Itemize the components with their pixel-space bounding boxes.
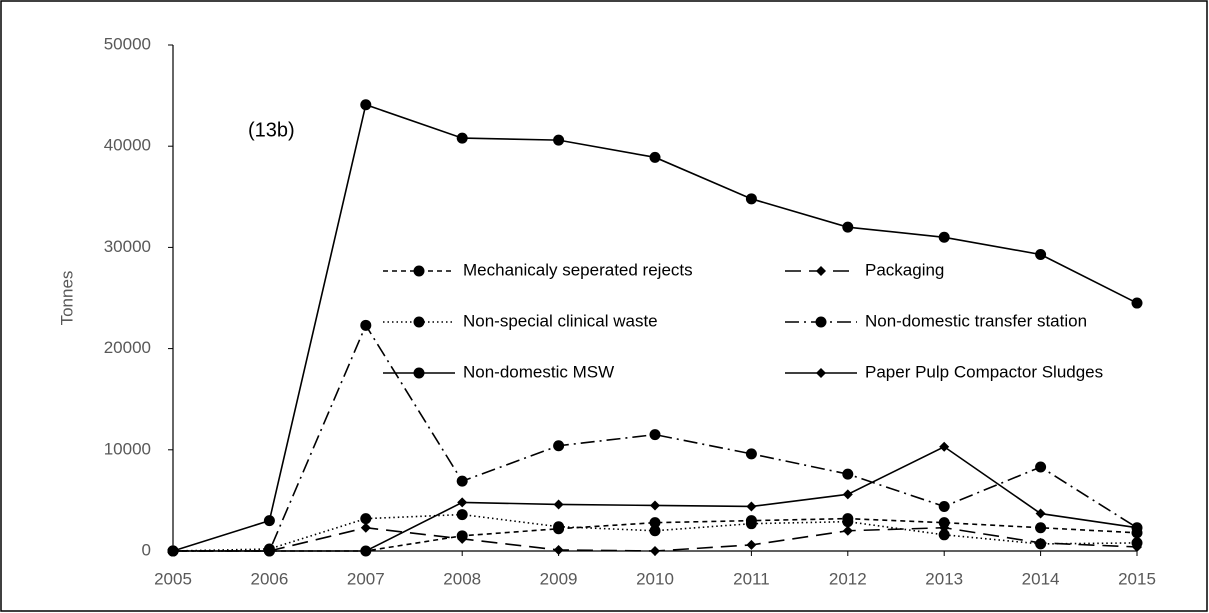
marker: [456, 509, 468, 521]
marker: [842, 489, 853, 500]
y-tick-label: 0: [142, 540, 151, 559]
marker: [553, 440, 565, 452]
marker: [938, 231, 950, 243]
series-line: [173, 517, 1138, 552]
x-tick-label: 2011: [733, 569, 770, 588]
y-tick-label: 10000: [104, 439, 151, 458]
marker: [745, 193, 757, 205]
marker: [360, 522, 371, 533]
y-tick-label: 50000: [104, 34, 151, 53]
marker: [649, 429, 661, 441]
marker: [456, 475, 468, 487]
marker: [650, 546, 660, 556]
marker: [842, 516, 854, 528]
series-line: [172, 513, 1138, 552]
marker: [457, 533, 468, 544]
marker: [939, 441, 950, 452]
marker: [168, 546, 178, 556]
marker: [816, 368, 826, 378]
marker: [1132, 522, 1142, 533]
marker: [1035, 522, 1047, 534]
marker: [456, 132, 468, 144]
x-tick-label: 2014: [1022, 569, 1060, 588]
y-tick-label: 20000: [104, 338, 151, 357]
marker: [816, 266, 826, 276]
marker: [745, 448, 757, 460]
marker: [746, 501, 757, 512]
marker: [842, 525, 853, 536]
legend-label: Non-domestic transfer station: [865, 311, 1087, 330]
x-tick-label: 2013: [925, 569, 963, 588]
y-tick-label: 30000: [104, 237, 151, 256]
marker: [650, 500, 660, 511]
marker: [553, 499, 564, 510]
marker: [553, 521, 565, 533]
legend-label: Paper Pulp Compactor Sludges: [865, 362, 1103, 381]
marker: [1035, 248, 1047, 260]
marker: [649, 525, 661, 537]
marker: [264, 546, 275, 556]
marker: [1131, 297, 1143, 309]
marker: [360, 319, 372, 331]
annotation: (13b): [248, 119, 295, 141]
marker: [360, 546, 371, 556]
marker: [745, 518, 757, 530]
x-tick-label: 2010: [636, 569, 674, 588]
x-tick-label: 2006: [250, 569, 288, 588]
x-tick-label: 2007: [347, 569, 385, 588]
marker: [457, 497, 468, 508]
marker: [413, 316, 425, 328]
x-tick-label: 2008: [443, 569, 481, 588]
legend-label: Non-special clinical waste: [463, 311, 658, 330]
legend-label: Packaging: [865, 260, 944, 279]
marker: [842, 468, 854, 480]
legend-label: Non-domestic MSW: [463, 362, 614, 381]
marker: [938, 500, 950, 512]
x-tick-label: 2015: [1118, 569, 1156, 588]
marker: [842, 221, 854, 233]
marker: [360, 99, 372, 111]
marker: [553, 544, 564, 555]
y-axis-label: Tonnes: [57, 271, 76, 326]
marker: [1035, 538, 1047, 550]
marker: [815, 316, 827, 328]
marker: [649, 151, 661, 163]
marker: [746, 539, 757, 550]
y-tick-label: 40000: [104, 136, 151, 155]
marker: [1035, 461, 1047, 473]
marker: [938, 529, 950, 541]
marker: [413, 265, 425, 277]
x-tick-label: 2012: [829, 569, 867, 588]
marker: [413, 367, 425, 379]
legend-label: Mechanicaly seperated rejects: [463, 260, 693, 279]
marker: [1035, 508, 1046, 519]
marker: [938, 517, 950, 529]
x-tick-label: 2009: [540, 569, 578, 588]
marker: [263, 515, 275, 527]
marker: [360, 513, 372, 525]
marker: [1131, 537, 1143, 549]
series-line: [173, 323, 1138, 552]
marker: [649, 517, 661, 529]
x-tick-label: 2005: [154, 569, 192, 588]
marker: [553, 134, 565, 146]
